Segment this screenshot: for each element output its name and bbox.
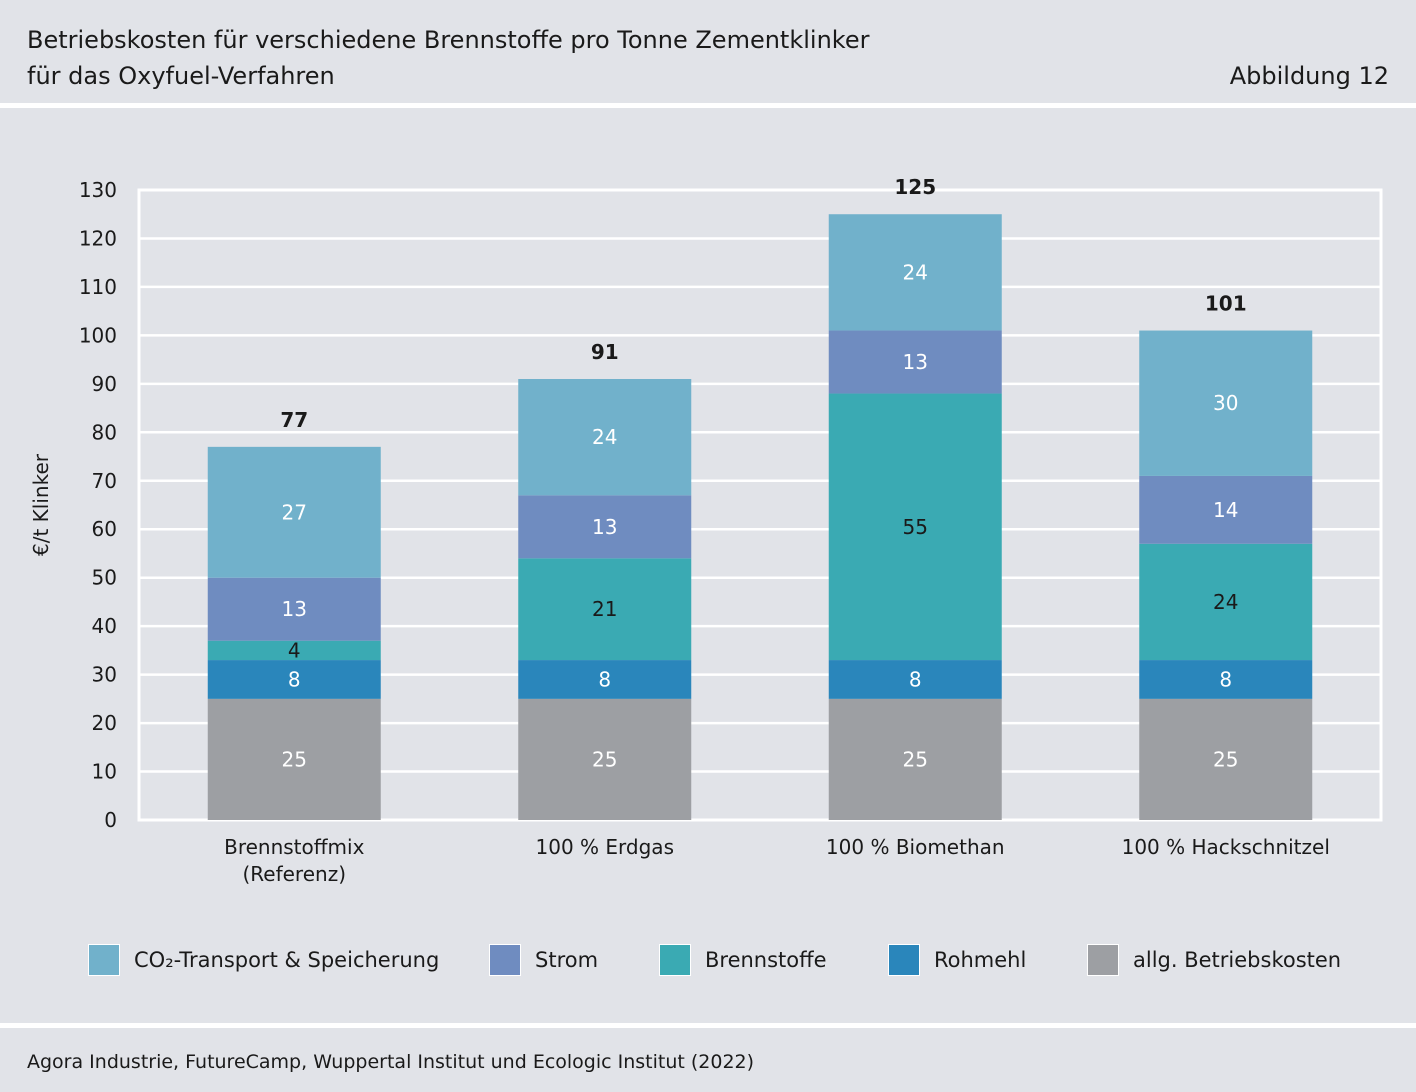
legend-item: Brennstoffe <box>659 938 827 982</box>
y-tick-label: 60 <box>92 517 117 541</box>
bar-total-label: 125 <box>894 175 936 199</box>
y-tick-label: 120 <box>79 226 117 250</box>
y-tick-label: 20 <box>92 711 117 735</box>
y-tick-label: 10 <box>92 760 117 784</box>
legend-item: CO₂-Transport & Speicherung <box>88 938 439 982</box>
bar-segment-label: 4 <box>288 638 301 662</box>
legend-swatch <box>1087 944 1119 976</box>
bar-segment <box>518 698 692 820</box>
bar-segment-label: 8 <box>1219 667 1232 691</box>
bar-segment <box>1139 698 1313 820</box>
bar-segment <box>518 495 692 559</box>
legend-label: allg. Betriebskosten <box>1133 948 1342 972</box>
bar-segment-label: 24 <box>903 260 928 284</box>
y-tick-label: 50 <box>92 566 117 590</box>
bar-segment-label: 8 <box>598 667 611 691</box>
figure-label: Abbildung 12 <box>1229 62 1389 90</box>
bar-segment-label: 27 <box>282 500 307 524</box>
stacked-bar-chart: 0 10 20 30 40 50 60 70 80 90 100 110 120 130 €/t Klink… <box>0 108 1416 1008</box>
x-tick-label: 100 % Erdgas <box>536 835 674 859</box>
legend-swatch <box>659 944 691 976</box>
legend-item: allg. Betriebskosten <box>1087 938 1341 982</box>
y-tick-label: 0 <box>104 808 117 832</box>
x-tick-label: (Referenz) <box>242 862 346 886</box>
chart-title-line-1: Betriebskosten für verschiedene Brennsto… <box>27 26 870 54</box>
y-tick-label: 110 <box>79 275 117 299</box>
legend-label: Strom <box>535 948 599 972</box>
bar-segment <box>518 558 692 661</box>
bar-segment-label: 25 <box>903 747 928 771</box>
source-note: Agora Industrie, FutureCamp, Wuppertal I… <box>27 1051 755 1073</box>
footer-divider <box>0 1023 1416 1028</box>
bar-segment <box>207 640 381 661</box>
y-tick-label: 100 <box>79 323 117 347</box>
chart-header: Betriebskosten für verschiedene Brennsto… <box>0 0 1416 104</box>
bar-segment <box>518 379 692 496</box>
y-tick-label: 130 <box>79 178 117 202</box>
legend-item: Strom <box>489 938 598 982</box>
bar-segment-label: 13 <box>282 597 307 621</box>
y-axis-label: €/t Klinker <box>29 453 53 556</box>
bar-segment-label: 24 <box>1213 590 1238 614</box>
y-tick-label: 40 <box>92 614 117 638</box>
bar-segment <box>1139 543 1313 661</box>
legend-item: Rohmehl <box>888 938 1026 982</box>
bar-segment <box>207 660 381 699</box>
bar-segment <box>828 214 1002 331</box>
bar-segment-label: 25 <box>282 747 307 771</box>
legend-swatch <box>88 944 120 976</box>
y-tick-label: 80 <box>92 420 117 444</box>
bar-segment-label: 21 <box>592 597 617 621</box>
bar-segment-label: 8 <box>909 667 922 691</box>
bar-segment-label: 13 <box>903 350 928 374</box>
bar-segment <box>1139 660 1313 699</box>
bar-segment <box>1139 475 1313 544</box>
legend-label: Brennstoffe <box>705 948 827 972</box>
bar-segment-label: 30 <box>1213 391 1238 415</box>
chart-legend: CO₂-Transport & Speicherung Strom Brennsto… <box>0 938 1416 982</box>
bar-segment-label: 25 <box>592 747 617 771</box>
y-tick-label: 70 <box>92 469 117 493</box>
bar-segment-label: 25 <box>1213 747 1238 771</box>
bar-segment-label: 55 <box>903 515 928 539</box>
bar-segment <box>207 446 381 578</box>
chart-title-line-2: für das Oxyfuel-Verfahren <box>27 62 335 90</box>
legend-label: CO₂-Transport & Speicherung <box>134 948 440 972</box>
chart-svg: 0 10 20 30 40 50 60 70 80 90 100 110 120 130 €/t Klink… <box>29 175 1383 886</box>
x-tick-label: 100 % Hackschnitzel <box>1122 835 1330 859</box>
bar-total-label: 91 <box>591 340 619 364</box>
bar-segment-label: 13 <box>592 515 617 539</box>
legend-swatch <box>888 944 920 976</box>
bar-segment-label: 14 <box>1213 498 1238 522</box>
bar-total-label: 101 <box>1205 292 1247 316</box>
x-tick-label: Brennstoffmix <box>224 835 364 859</box>
bar-segment <box>828 698 1002 820</box>
header-divider <box>0 103 1416 108</box>
bar-segment <box>1139 330 1313 476</box>
bar-segment <box>518 660 692 699</box>
bar-segment <box>828 330 1002 394</box>
legend-label: Rohmehl <box>934 948 1027 972</box>
y-tick-label: 90 <box>92 372 117 396</box>
bar-segment <box>207 698 381 820</box>
legend-swatch <box>489 944 521 976</box>
bar-segment <box>828 393 1002 661</box>
bar-segment <box>207 577 381 641</box>
bar-segment-label: 24 <box>592 425 617 449</box>
bar-segment-label: 8 <box>288 667 301 691</box>
bar-total-label: 77 <box>280 408 308 432</box>
bar-segment <box>828 660 1002 699</box>
y-tick-label: 30 <box>92 663 117 687</box>
x-tick-label: 100 % Biomethan <box>826 835 1005 859</box>
